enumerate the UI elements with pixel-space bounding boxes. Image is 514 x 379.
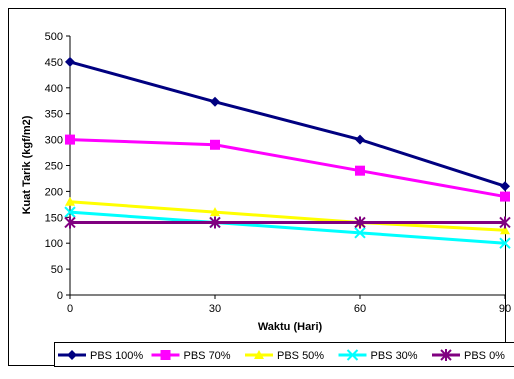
legend-label: PBS 50% <box>277 350 324 362</box>
y-tick-label: 500 <box>45 31 63 43</box>
data-point <box>355 166 365 176</box>
data-point <box>65 135 75 145</box>
y-tick-label: 300 <box>45 135 63 147</box>
legend-label: PBS 0% <box>464 350 505 362</box>
y-tick-label: 250 <box>45 161 63 173</box>
chart-border <box>9 9 506 366</box>
y-tick-label: 200 <box>45 186 63 198</box>
x-axis-label: Waktu (Hari) <box>258 321 323 333</box>
legend: PBS 100% PBS 70% PBS 50% PBS 30% PBS 0% <box>55 343 514 367</box>
y-tick-label: 150 <box>45 212 63 224</box>
legend-label: PBS 70% <box>184 350 231 362</box>
y-axis-label: Kuat Tarik (kgf/m2) <box>21 115 33 214</box>
legend-marker <box>161 350 171 360</box>
x-tick-label: 0 <box>67 303 73 315</box>
y-tick-label: 0 <box>57 290 63 302</box>
legend-label: PBS 30% <box>371 350 418 362</box>
y-tick-label: 100 <box>45 238 63 250</box>
x-tick-label: 30 <box>209 303 221 315</box>
x-tick-label: 90 <box>499 303 511 315</box>
y-tick-label: 350 <box>45 109 63 121</box>
data-point <box>500 192 510 202</box>
y-tick-label: 400 <box>45 83 63 95</box>
y-tick-label: 450 <box>45 57 63 69</box>
legend-label: PBS 100% <box>90 350 143 362</box>
data-point <box>210 140 220 150</box>
y-tick-label: 50 <box>51 264 63 276</box>
x-tick-label: 60 <box>354 303 366 315</box>
